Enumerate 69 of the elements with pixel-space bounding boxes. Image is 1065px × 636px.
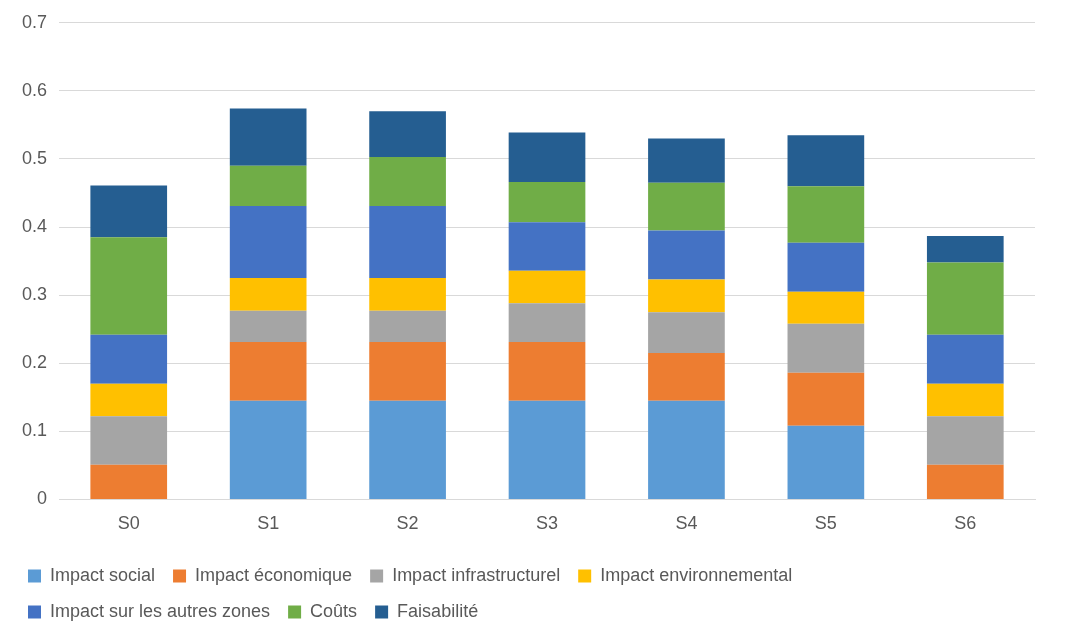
bar bbox=[369, 278, 446, 311]
bar bbox=[369, 342, 446, 401]
y-tick-label: 0 bbox=[37, 488, 48, 509]
bar bbox=[787, 425, 865, 499]
x-tick-label: S0 bbox=[117, 513, 140, 534]
bar bbox=[926, 416, 1004, 465]
bar bbox=[648, 138, 725, 183]
bar bbox=[787, 323, 865, 373]
x-tick-label: S1 bbox=[257, 513, 280, 534]
y-tick-label: 0.2 bbox=[21, 352, 48, 373]
bar bbox=[787, 291, 865, 324]
bar bbox=[369, 111, 446, 157]
bar bbox=[508, 400, 586, 499]
bar bbox=[508, 222, 586, 271]
y-tick-label: 0.3 bbox=[21, 284, 48, 305]
bar bbox=[229, 278, 307, 311]
bar bbox=[229, 310, 307, 343]
bar bbox=[508, 132, 586, 183]
bar bbox=[926, 334, 1004, 384]
legend-label: Impact environnemental bbox=[600, 564, 793, 585]
legend-label: Impact infrastructurel bbox=[392, 564, 561, 585]
bar bbox=[508, 182, 586, 223]
bar bbox=[90, 334, 168, 384]
bar bbox=[229, 108, 307, 166]
y-tick-label: 0.1 bbox=[21, 420, 48, 441]
bar bbox=[787, 242, 865, 292]
bar bbox=[90, 416, 168, 465]
bar bbox=[787, 135, 865, 187]
bar bbox=[926, 464, 1004, 499]
bar bbox=[508, 270, 586, 304]
bar bbox=[648, 230, 725, 280]
y-tick-label: 0.4 bbox=[21, 216, 48, 237]
x-tick-label: S4 bbox=[675, 513, 698, 534]
bar bbox=[90, 237, 168, 335]
x-tick-label: S2 bbox=[396, 513, 419, 534]
bar bbox=[229, 165, 307, 206]
bar bbox=[926, 383, 1004, 417]
bar bbox=[648, 312, 725, 354]
bar bbox=[648, 279, 725, 313]
legend-label: Coûts bbox=[310, 600, 358, 621]
legend-label: Impact économique bbox=[195, 564, 353, 585]
bar bbox=[508, 303, 586, 343]
bar bbox=[926, 262, 1004, 335]
bar bbox=[369, 400, 446, 499]
bar bbox=[229, 205, 307, 279]
bar bbox=[229, 400, 307, 499]
x-tick-label: S6 bbox=[954, 513, 977, 534]
y-tick-label: 0.6 bbox=[21, 79, 48, 100]
bar bbox=[508, 342, 586, 401]
x-tick-label: S5 bbox=[814, 513, 837, 534]
bar bbox=[787, 372, 865, 426]
bar bbox=[90, 464, 168, 499]
bar bbox=[648, 353, 725, 401]
bar bbox=[648, 400, 725, 499]
bar bbox=[369, 156, 446, 206]
y-tick-label: 0.5 bbox=[21, 147, 48, 168]
y-tick-label: 0.7 bbox=[21, 11, 48, 32]
bar bbox=[926, 235, 1004, 263]
bar bbox=[369, 205, 446, 279]
bar bbox=[369, 310, 446, 343]
x-tick-label: S3 bbox=[536, 513, 559, 534]
legend-label: Impact social bbox=[50, 564, 156, 585]
bar bbox=[648, 182, 725, 231]
bar bbox=[90, 185, 168, 238]
bar bbox=[787, 186, 865, 243]
bar bbox=[90, 383, 168, 417]
legend-label: Faisabilité bbox=[397, 600, 479, 621]
bar bbox=[229, 342, 307, 401]
legend-label: Impact sur les autres zones bbox=[50, 600, 271, 621]
